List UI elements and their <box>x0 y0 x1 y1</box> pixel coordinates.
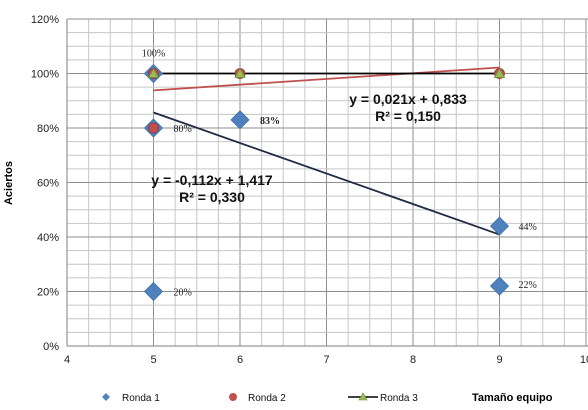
ronda-3-point <box>147 67 160 78</box>
ronda-3-point <box>493 67 506 78</box>
trendline-2 <box>153 66 500 92</box>
legend-ronda-3-marker <box>358 392 368 401</box>
trend-1-r2: R² = 0,330 <box>179 189 245 205</box>
y-tick-label: 20% <box>37 287 59 299</box>
trendline-1 <box>153 111 500 236</box>
ronda-1-point <box>143 281 164 302</box>
x-tick-label: 7 <box>323 354 329 366</box>
ronda-1-data-label: 20% <box>174 288 192 299</box>
data-labels: 100% 80% 20% 83% 44% 22% <box>142 49 537 299</box>
ronda-1-data-label: 44% <box>519 222 537 233</box>
legend-ronda-3-label: Ronda 3 <box>380 393 418 404</box>
y-tick-label: 80% <box>37 123 59 135</box>
y-tick-label: 40% <box>37 232 59 244</box>
x-tick-label: 4 <box>64 354 70 366</box>
ronda-1-point <box>489 216 510 236</box>
y-tick-label: 0% <box>43 341 59 353</box>
trend-2-equation: y = 0,021x + 0,833 <box>349 91 467 107</box>
legend: Ronda 1 Ronda 2 Ronda 3 <box>102 392 418 404</box>
y-tick-label: 100% <box>31 69 59 81</box>
x-tick-label: 9 <box>496 354 502 366</box>
legend-ronda-2-marker <box>229 393 237 401</box>
y-axis-ticks: 0% 20% 40% 60% 80% 100% 120% <box>31 14 59 353</box>
y-tick-label: 60% <box>37 178 59 190</box>
y-axis-title: Aciertos <box>3 161 15 205</box>
x-axis-title: Tamaño equipo <box>472 392 553 404</box>
ronda-1-data-label: 80% <box>174 124 192 135</box>
legend-ronda-2-label: Ronda 2 <box>248 393 286 404</box>
ronda-1-point <box>230 110 250 130</box>
x-tick-label: 8 <box>410 354 416 366</box>
trend-1-equation: y = -0,112x + 1,417 <box>151 172 273 188</box>
ronda-1-data-label: 100% <box>142 49 165 60</box>
x-tick-label: 6 <box>237 354 243 366</box>
data-points <box>143 63 510 302</box>
x-tick-label: 5 <box>150 354 156 366</box>
ronda-3-point <box>234 67 246 78</box>
trendlines <box>153 66 500 236</box>
ronda-2-point <box>148 122 159 134</box>
ronda-1-point <box>489 276 510 296</box>
legend-ronda-1-label: Ronda 1 <box>122 393 160 404</box>
x-axis-ticks: 4 5 6 7 8 9 10 <box>64 354 588 366</box>
legend-ronda-1-marker <box>102 393 110 401</box>
x-tick-label: 10 <box>580 354 588 366</box>
ronda-1-data-label: 22% <box>519 280 537 291</box>
y-tick-label: 120% <box>31 14 59 26</box>
ronda-1-data-label: 83% <box>260 116 280 127</box>
trend-2-r2: R² = 0,150 <box>375 108 441 124</box>
